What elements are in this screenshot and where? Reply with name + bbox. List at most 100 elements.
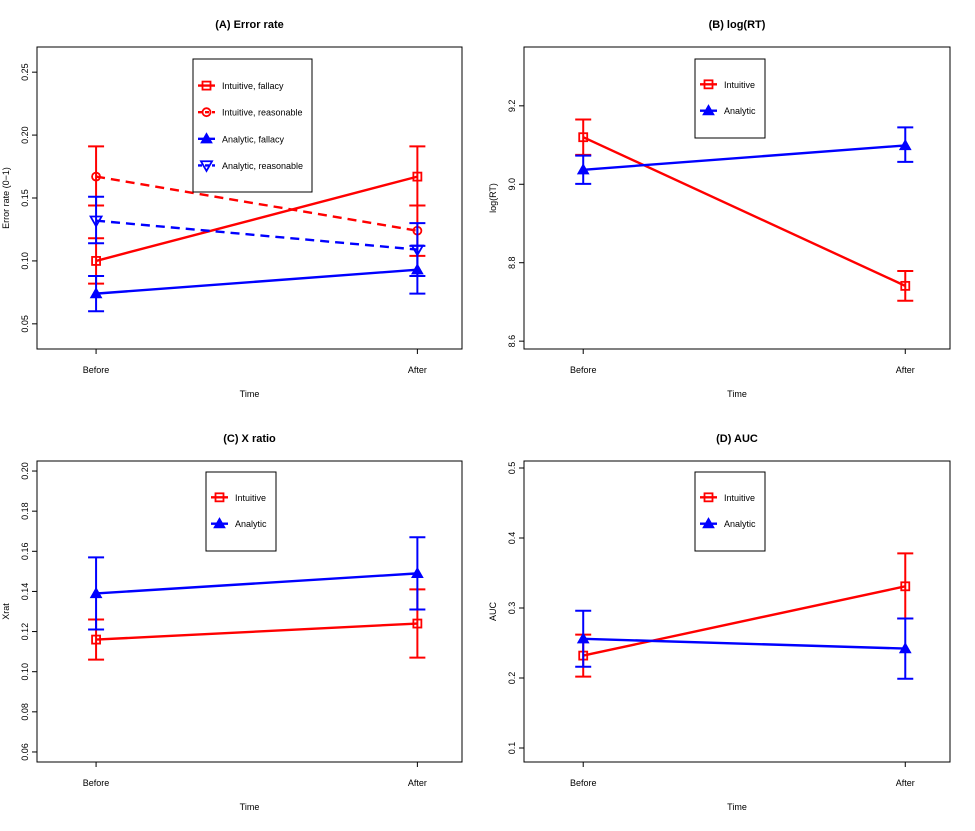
data-point [89, 586, 103, 599]
series-1 [575, 552, 914, 678]
y-tick-label: 0.14 [20, 583, 30, 601]
legend-label: Analytic, fallacy [222, 134, 285, 144]
data-point [412, 171, 423, 182]
series-line [95, 175, 418, 263]
x-tick-label: Before [570, 365, 597, 375]
data-point [576, 163, 590, 175]
y-tick-label: 0.18 [20, 502, 30, 520]
legend-label: Analytic [724, 519, 756, 529]
series-line [583, 144, 906, 171]
series-4 [88, 195, 426, 278]
legend-box [192, 58, 313, 193]
panel-title: (A) Error rate [215, 19, 283, 31]
series-2 [575, 609, 914, 680]
legend-label: Intuitive, fallacy [222, 81, 284, 91]
y-tick-label: 8.8 [507, 256, 517, 269]
data-point [89, 287, 103, 299]
data-point [91, 171, 101, 182]
panel-4: (D) AUC 0.1 0.2 0.3 0.4 0.5 Before After Time AUC… [488, 433, 951, 812]
series-line [583, 637, 906, 650]
series-2 [575, 126, 914, 185]
panel-2: (B) log(RT) 8.6 8.8 9.0 9.2 Before After Time lo… [488, 19, 951, 399]
legend-marker [703, 492, 714, 503]
data-point [578, 132, 589, 143]
series-line [96, 572, 418, 595]
panel-title: (B) log(RT) [709, 19, 766, 31]
legend-label: Analytic, reasonable [222, 161, 303, 171]
legend-marker [702, 104, 715, 116]
y-tick-label: 0.1 [507, 742, 517, 755]
legend-label: Intuitive [724, 493, 755, 503]
legend-label: Analytic [724, 106, 756, 116]
data-point [411, 566, 424, 578]
x-tick-label: After [896, 778, 915, 788]
y-axis-label: log(RT) [488, 183, 498, 213]
x-axis-label: Time [727, 802, 747, 812]
panel-title: (D) AUC [716, 433, 758, 445]
series-line [582, 136, 906, 287]
series-line [96, 622, 418, 641]
y-axis-label: Xrat [1, 603, 11, 620]
y-tick-label: 0.08 [20, 703, 30, 721]
y-tick-label: 9.0 [507, 178, 517, 191]
y-tick-label: 0.5 [507, 462, 517, 475]
data-point [900, 581, 911, 592]
series-2 [88, 536, 426, 631]
data-point [412, 618, 423, 629]
series-line [95, 268, 418, 295]
legend: Intuitive Analytic [694, 58, 766, 139]
data-point [89, 215, 104, 228]
data-point [898, 138, 912, 151]
y-axis-label: Error rate (0−1) [1, 167, 11, 229]
series-line [582, 585, 906, 657]
legend-box [694, 58, 766, 139]
x-axis-label: Time [727, 389, 747, 399]
plot-frame [523, 46, 951, 350]
legend-label: Intuitive, reasonable [222, 108, 303, 118]
x-tick-label: Before [570, 778, 597, 788]
y-tick-label: 0.4 [507, 532, 517, 545]
data-point [898, 642, 912, 654]
legend-box [694, 471, 766, 552]
x-tick-label: Before [83, 365, 110, 375]
series-1 [88, 588, 426, 661]
y-tick-label: 0.05 [20, 315, 30, 333]
x-tick-label: After [408, 365, 427, 375]
legend-marker [200, 132, 213, 144]
panel-title: (C) X ratio [223, 433, 276, 445]
plot-frame [523, 460, 951, 763]
y-tick-label: 0.06 [20, 743, 30, 761]
legend-marker [214, 492, 225, 503]
y-tick-label: 0.2 [507, 672, 517, 685]
legend-marker [199, 160, 214, 173]
series-1 [88, 145, 426, 285]
plot-frame [36, 460, 463, 763]
y-tick-label: 0.20 [20, 462, 30, 480]
x-axis-label: Time [240, 802, 260, 812]
series-1 [575, 118, 914, 302]
legend-label: Intuitive [724, 80, 755, 90]
y-tick-label: 0.12 [20, 623, 30, 641]
y-axis-label: AUC [488, 602, 498, 622]
legend: Intuitive Analytic [694, 471, 766, 552]
series-line [95, 219, 418, 251]
series-3 [88, 244, 426, 313]
legend-marker [213, 517, 226, 529]
y-tick-label: 0.16 [20, 543, 30, 561]
x-tick-label: After [896, 365, 915, 375]
panel-3: (C) X ratio 0.06 0.08 0.10 0.12 0.14 0.16 0.18 0… [1, 433, 463, 812]
legend-marker [703, 79, 714, 90]
legend-marker [201, 80, 212, 91]
y-tick-label: 9.2 [507, 100, 517, 113]
x-tick-label: After [408, 778, 427, 788]
legend-box [205, 471, 277, 552]
data-point [900, 280, 911, 291]
data-point [91, 256, 101, 266]
x-tick-label: Before [83, 778, 110, 788]
data-point [91, 634, 101, 645]
data-point [410, 244, 425, 257]
y-tick-label: 0.10 [20, 252, 30, 270]
legend-label: Analytic [235, 519, 267, 529]
